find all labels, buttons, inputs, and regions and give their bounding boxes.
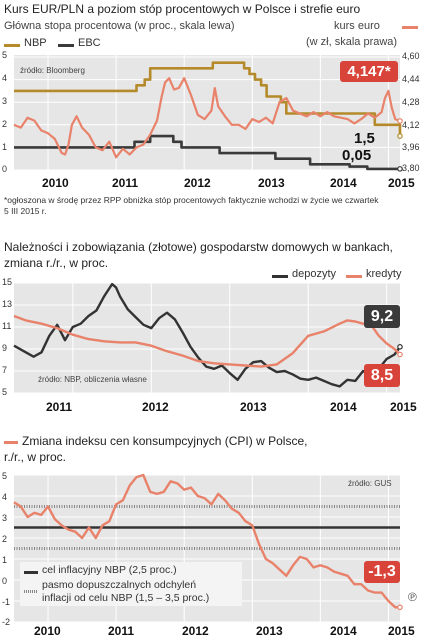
p3-ytick: 5 — [2, 471, 8, 481]
p2-ytick: 15 — [2, 277, 13, 287]
p2-ytick: 11 — [2, 321, 12, 331]
p3-year: 2015 — [388, 624, 415, 638]
series-end-point — [397, 604, 403, 611]
legend-nbp-swatch — [4, 44, 20, 47]
p1-rtick: 4,44 — [402, 74, 420, 84]
legend-dep-label: depozyty — [292, 268, 337, 280]
p3-ytick: -2 — [2, 617, 11, 627]
series-line-cpi — [13, 473, 400, 609]
legend-band-label-line2: inflacji od celu NBP (1,5 – 3,5 proc.) — [42, 592, 210, 604]
p1-rtick: 4,28 — [402, 97, 420, 107]
series-end-point — [397, 343, 403, 350]
series-line-ebc — [14, 134, 400, 171]
eur-value-badge: 4,147* — [340, 61, 398, 82]
p1-ytick: 4 — [2, 73, 8, 83]
p1-rtick: 3,96 — [402, 142, 420, 152]
p2-ytick: 13 — [2, 299, 13, 309]
panel3-source: źródło: GUS — [348, 479, 392, 488]
p3-ytick: 3 — [2, 513, 8, 523]
p3-year: 2010 — [34, 624, 61, 638]
p2-year: 2012 — [142, 400, 169, 414]
p3-year: 2014 — [330, 624, 357, 638]
p2-ytick: 7 — [2, 365, 8, 375]
series-line-nbp — [14, 61, 402, 137]
series-end-point — [397, 166, 403, 172]
legend-target-swatch — [24, 571, 38, 574]
p3-year: 2012 — [182, 624, 209, 638]
p1-year: 2012 — [184, 176, 211, 190]
legend-kred-swatch — [346, 275, 362, 278]
p1-year: 2014 — [330, 176, 357, 190]
ebc-value-label: 0,05 — [342, 147, 372, 164]
p3-year: 2011 — [108, 624, 135, 638]
publisher-mark: ℗ — [408, 590, 417, 604]
panel1-footnote: *ogłoszona w środę przez RPP obniżka stó… — [4, 195, 379, 216]
legend-ebc-swatch — [58, 44, 74, 47]
p2-year: 2013 — [240, 400, 267, 414]
series-line-depozyty — [13, 282, 401, 388]
p1-rtick: 4,60 — [402, 51, 420, 61]
series-end-point — [397, 118, 403, 124]
panel3-legend-box: cel inflacyjny NBP (2,5 proc.) pasmo dop… — [20, 562, 242, 606]
p3-ytick: -1 — [2, 597, 11, 607]
series-line-kurs-euro — [13, 77, 401, 159]
series-end-point — [397, 133, 403, 139]
p1-rtick: 3,80 — [402, 163, 420, 173]
p3-ytick: 0 — [2, 576, 8, 586]
legend-eur-swatch — [402, 26, 418, 29]
legend-ebc-label: EBC — [78, 37, 101, 49]
p1-year: 2010 — [42, 176, 69, 190]
p1-ytick: 1 — [2, 142, 8, 152]
legend-kred-label: kredyty — [366, 268, 402, 280]
p1-ytick: 0 — [2, 164, 8, 174]
panel3-title: Zmiana indeksu cen konsumpcyjnych (CPI) … — [22, 434, 308, 448]
dep-value-badge: 9,2 — [364, 305, 400, 328]
panel1-title: Kurs EUR/PLN a poziom stóp procentowych … — [4, 2, 361, 16]
p1-ytick: 3 — [2, 96, 8, 106]
cpi-value-badge: -1,3 — [364, 561, 400, 583]
p2-year: 2014 — [330, 400, 357, 414]
legend-dep-swatch — [272, 275, 288, 278]
p1-rtick: 4,12 — [402, 120, 420, 130]
panel2-plot-area — [14, 283, 400, 393]
p1-ytick: 5 — [2, 50, 8, 60]
legend-nbp-label: NBP — [24, 37, 47, 49]
p3-ytick: 2 — [2, 534, 8, 544]
series-end-point — [397, 351, 403, 358]
panel2-source: źródło: NBP, obliczenia własne — [38, 375, 147, 384]
p1-year: 2011 — [112, 176, 139, 190]
panel2-title: Należności i zobowiązania (złotowe) gosp… — [4, 240, 393, 254]
p1-ytick: 2 — [2, 119, 8, 129]
kred-value-badge: 8,5 — [364, 364, 400, 387]
p2-year: 2011 — [46, 400, 73, 414]
nbp-value-label: 1,5 — [354, 130, 375, 147]
legend-cpi-swatch — [4, 441, 18, 444]
p2-ytick: 9 — [2, 343, 8, 353]
panel1-subtitle: Główna stopa procentowa (w proc., skala … — [4, 20, 235, 32]
panel2-title-line2: zmiana r./r., w proc. — [4, 256, 109, 270]
p2-ytick: 5 — [2, 387, 8, 397]
panel1-source: źródło: Bloomberg — [20, 66, 85, 75]
p2-year: 2015 — [390, 400, 417, 414]
p3-ytick: 4 — [2, 492, 8, 502]
panel3-title-line2: r./r., w proc. — [4, 450, 67, 464]
right-axis-title: kurs euro — [334, 20, 380, 32]
right-axis-subtitle: (w zł, skala prawa) — [306, 36, 398, 48]
p1-year: 2013 — [258, 176, 285, 190]
p1-year: 2015 — [388, 176, 415, 190]
p3-year: 2013 — [256, 624, 283, 638]
legend-target-label: cel inflacyjny NBP (2,5 proc.) — [42, 564, 177, 576]
p3-ytick: 1 — [2, 555, 8, 565]
legend-band-swatch — [24, 590, 38, 593]
legend-band-label: pasmo dopuszczalnych odchyleń — [42, 579, 197, 591]
